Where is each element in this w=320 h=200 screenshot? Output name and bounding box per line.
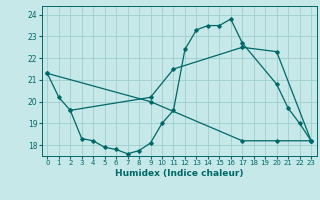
X-axis label: Humidex (Indice chaleur): Humidex (Indice chaleur) [115, 169, 244, 178]
